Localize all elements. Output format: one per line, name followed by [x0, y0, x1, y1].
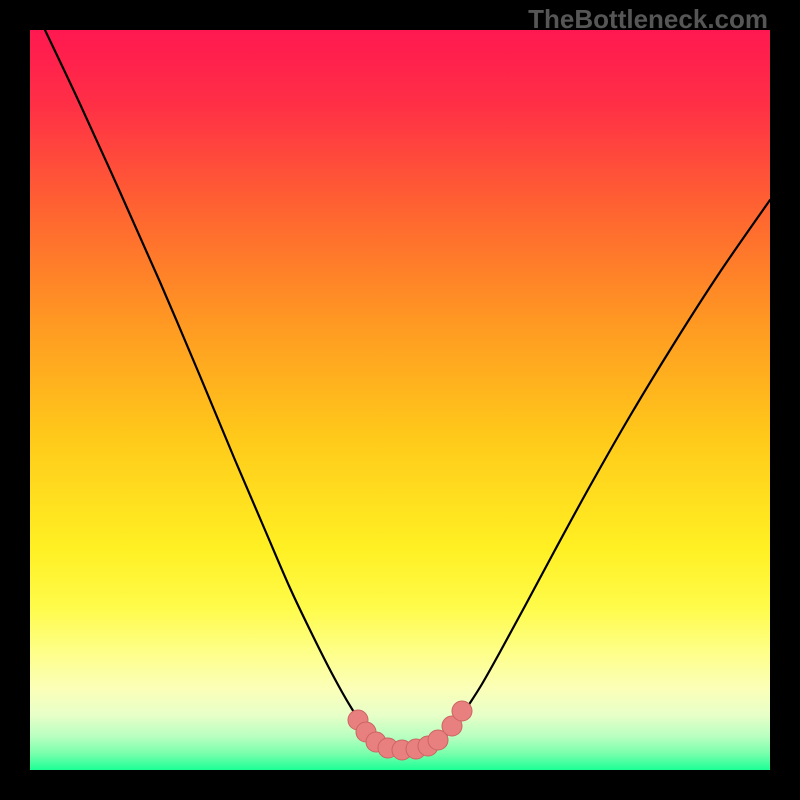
- marker-point: [452, 701, 472, 721]
- bottleneck-chart: [0, 0, 800, 800]
- plot-area: [30, 30, 770, 770]
- watermark-text: TheBottleneck.com: [528, 4, 768, 35]
